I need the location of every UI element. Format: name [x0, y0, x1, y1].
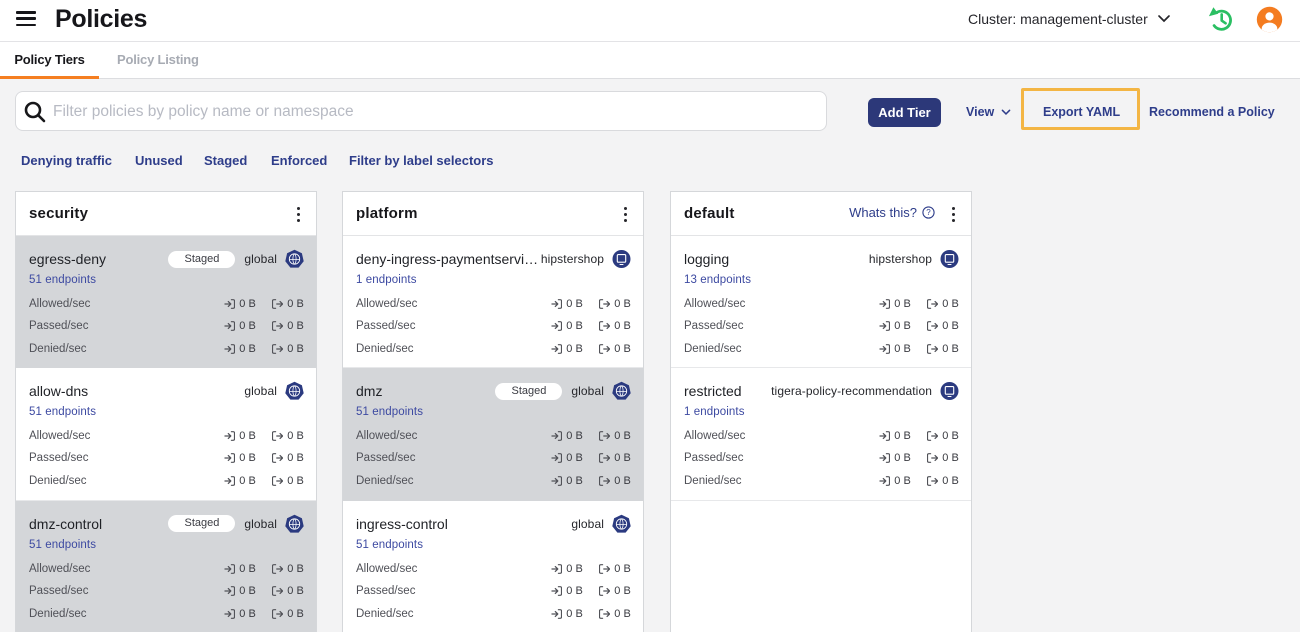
- svg-text:?: ?: [926, 208, 931, 217]
